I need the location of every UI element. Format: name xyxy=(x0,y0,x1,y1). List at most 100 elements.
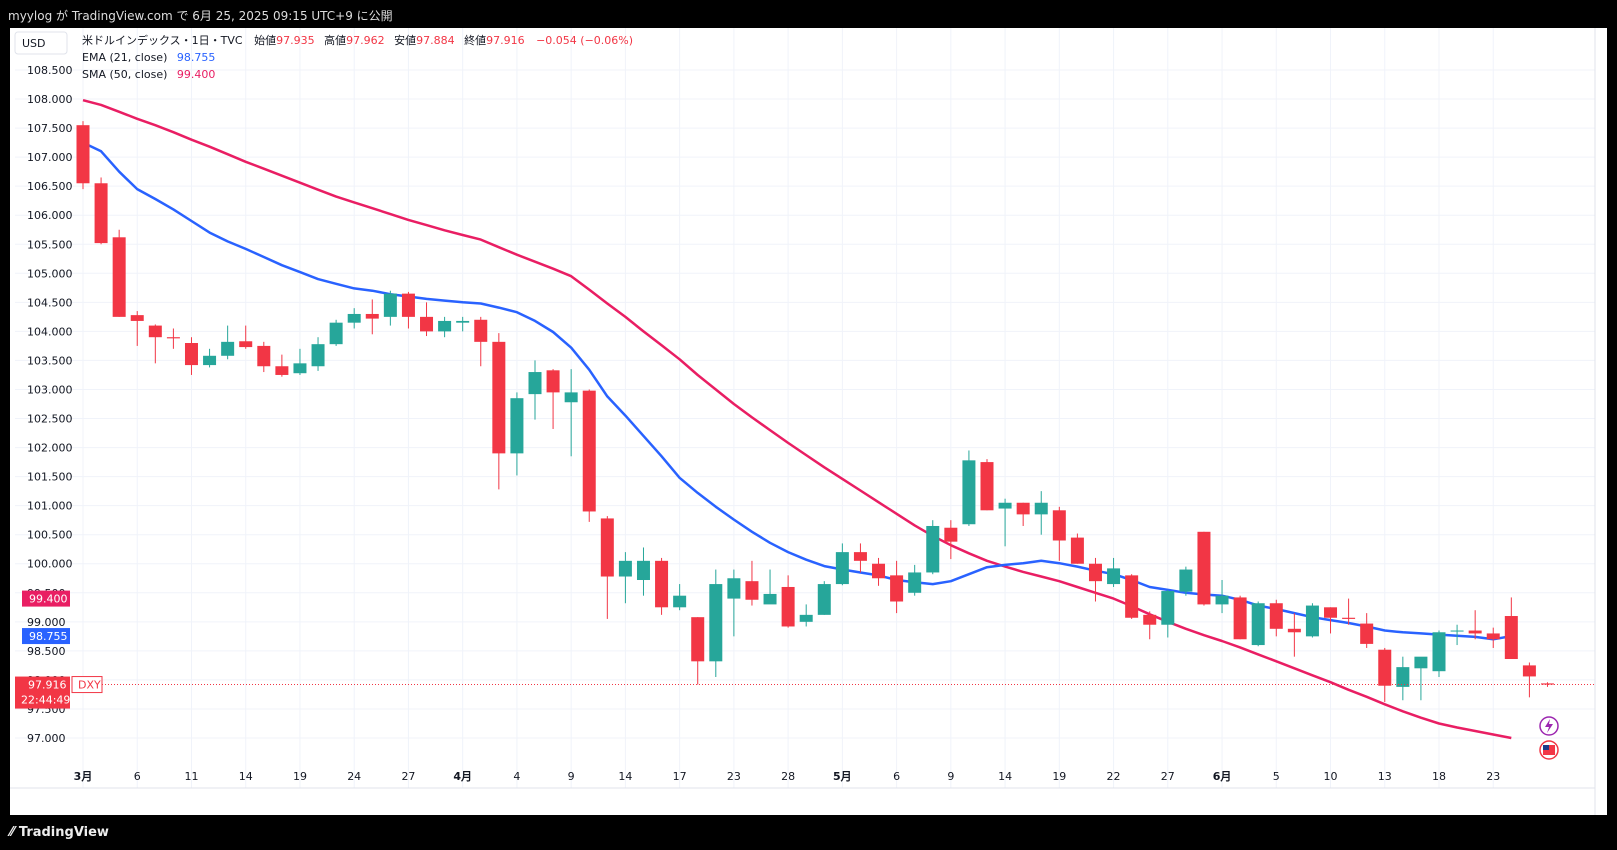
time-tick-label: 18 xyxy=(1432,770,1446,783)
legend-change: −0.054 (−0.06%) xyxy=(536,34,633,47)
candle-body xyxy=(528,372,542,395)
candle-body xyxy=(745,581,759,600)
time-tick-label: 6月 xyxy=(1213,770,1232,783)
legend-symbol: 米ドルインデックス・1日・TVC xyxy=(82,33,243,47)
legend-close-label: 終値 xyxy=(464,33,486,47)
candle-body xyxy=(148,325,162,338)
candle-body xyxy=(1269,603,1283,629)
brand-text: TradingView xyxy=(18,825,109,840)
candle-body xyxy=(1125,575,1139,618)
svg-text:99.400: 99.400 xyxy=(29,593,68,606)
candle-body xyxy=(1486,633,1500,640)
price-tick-label: 105.000 xyxy=(27,267,73,280)
time-axis[interactable]: 3月 6 11 14 19 24 27 4月 4 9 14 17 23 28 5月 6 9 14 19 22 27 6月 5… xyxy=(74,770,1501,783)
svg-text:EMA (21, close) 98.755: EMA (21, close) 98.755 xyxy=(82,51,215,64)
price-tick-label: 106.000 xyxy=(27,209,73,222)
candle-body xyxy=(1305,605,1319,637)
candle-body xyxy=(257,345,271,367)
candle-body xyxy=(1378,649,1392,686)
candle-body xyxy=(1070,537,1084,564)
ema-price-tag: 98.755 xyxy=(22,628,70,645)
candle-body xyxy=(582,390,596,512)
candle-body xyxy=(1016,502,1030,515)
candle-body xyxy=(835,552,849,585)
time-tick-label: 13 xyxy=(1378,770,1392,783)
candle-body xyxy=(383,293,397,317)
time-tick-label: 9 xyxy=(947,770,954,783)
price-tick-label: 103.000 xyxy=(27,383,73,396)
time-tick-label: 9 xyxy=(568,770,575,783)
candle-body xyxy=(456,320,470,323)
time-tick-label: 5 xyxy=(1273,770,1280,783)
time-tick-label: 23 xyxy=(1486,770,1500,783)
candle-body xyxy=(1161,591,1175,625)
candle-body xyxy=(1360,623,1374,644)
price-tick-label: 100.000 xyxy=(27,558,73,571)
time-tick-label: 3月 xyxy=(74,770,93,783)
candle-body xyxy=(1450,630,1464,632)
candle-body xyxy=(1143,614,1157,625)
candle-body xyxy=(890,575,904,602)
price-tick-label: 100.500 xyxy=(27,529,73,542)
last-price-tag: 97.916 22:44:49 DXY xyxy=(15,676,103,709)
tradingview-logo[interactable]: ⁄⁄ TradingView xyxy=(10,825,109,840)
candle-body xyxy=(184,343,198,366)
price-tick-label: 108.000 xyxy=(27,93,73,106)
candle-body xyxy=(709,584,723,662)
price-tick-label: 104.000 xyxy=(27,325,73,338)
legend-sma-value: 99.400 xyxy=(177,68,216,81)
candle-body xyxy=(799,614,813,622)
candle-body xyxy=(492,341,506,454)
candle-body xyxy=(239,341,253,348)
time-tick-label: 19 xyxy=(293,770,307,783)
price-tick-label: 97.000 xyxy=(27,732,66,745)
candle-body xyxy=(1107,568,1121,585)
legend-sma-label: SMA (50, close) xyxy=(82,68,167,81)
candle-body xyxy=(221,341,235,356)
candle-body xyxy=(329,322,343,345)
legend-open: 97.935 xyxy=(276,34,315,47)
candle-body xyxy=(1197,531,1211,605)
candle-body xyxy=(347,313,361,323)
time-tick-label: 22 xyxy=(1107,770,1121,783)
candle-body xyxy=(636,560,650,581)
sma-path xyxy=(82,98,1512,740)
legend-ema-value: 98.755 xyxy=(177,51,216,64)
candle-body xyxy=(673,595,687,608)
time-tick-label: 11 xyxy=(184,770,198,783)
candle-body xyxy=(365,313,379,319)
publish-text: myylog が TradingView.com で 6月 25, 2025 0… xyxy=(8,9,393,23)
candle-body xyxy=(872,563,886,579)
candle-body xyxy=(727,578,741,599)
footer-bar: ⁄⁄ TradingView xyxy=(0,815,1617,850)
price-tick-label: 107.000 xyxy=(27,151,73,164)
price-tick-label: 105.500 xyxy=(27,238,73,251)
us-flag-canton xyxy=(1543,745,1549,750)
legend-low: 97.884 xyxy=(416,34,455,47)
price-tick-label: 102.000 xyxy=(27,442,73,455)
candle-body xyxy=(1414,656,1428,669)
currency-box[interactable] xyxy=(14,31,68,55)
time-tick-label: 5月 xyxy=(833,770,852,783)
time-tick-label: 23 xyxy=(727,770,741,783)
time-tick-label: 10 xyxy=(1324,770,1338,783)
price-tick-label: 101.000 xyxy=(27,500,73,513)
price-tick-label: 107.500 xyxy=(27,122,73,135)
time-tick-label: 6 xyxy=(893,770,900,783)
candle-body xyxy=(546,370,560,393)
price-tick-label: 98.500 xyxy=(27,645,66,658)
price-axis[interactable]: 108.500 108.000 107.500 107.000 106.500 106.0… xyxy=(27,64,73,745)
candle-body xyxy=(980,462,994,511)
price-tick-label: 104.500 xyxy=(27,296,73,309)
currency-label: USD xyxy=(22,37,46,50)
price-tick-label: 108.500 xyxy=(27,64,73,77)
sma-line xyxy=(82,98,1512,740)
publish-bar: myylog が TradingView.com で 6月 25, 2025 0… xyxy=(0,0,1617,28)
time-tick-label: 14 xyxy=(998,770,1012,783)
price-tick-label: 99.000 xyxy=(27,616,66,629)
svg-text:DXY: DXY xyxy=(78,679,101,692)
candles xyxy=(76,121,1554,702)
ema-line xyxy=(82,141,1512,641)
candle-body xyxy=(1052,510,1066,541)
